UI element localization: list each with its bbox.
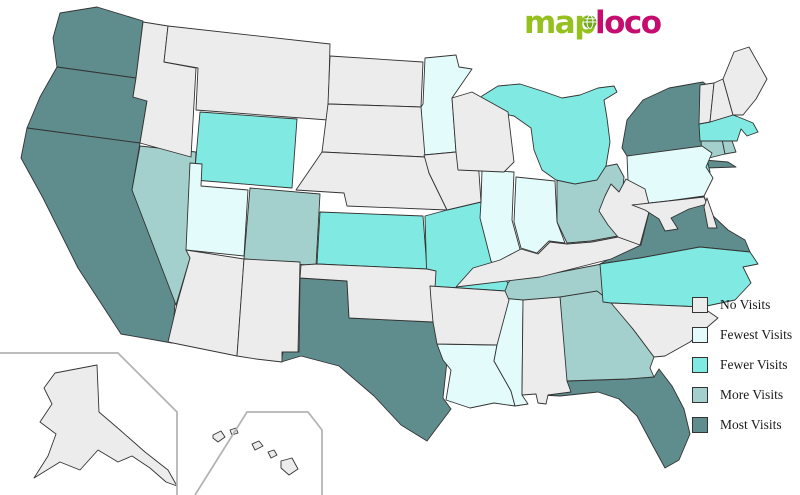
logo-text-map: ma [524,5,576,41]
state-montana[interactable]: Montana [163,25,331,121]
state-south-dakota[interactable]: South Dakota [321,103,426,158]
legend-label-most-visits: Most Visits [720,417,782,432]
legend-swatch-most-visits [692,417,708,433]
legend-label-fewest-visits: Fewest Visits [720,327,793,342]
state-delaware[interactable]: Delaware [703,197,718,229]
state-north-dakota[interactable]: North Dakota [327,55,424,108]
hawaii-inset-border [194,411,323,495]
state-new-mexico[interactable]: New Mexico [236,258,301,363]
state-maryland[interactable]: Maryland [631,196,708,232]
legend-row-no-visits: No Visits [692,290,792,320]
globe-icon [583,15,597,29]
legend-label-no-visits: No Visits [720,297,771,312]
legend-swatch-fewer-visits [692,357,708,373]
legend-label-fewer-visits: Fewer Visits [720,357,788,372]
state-washington[interactable]: Washington [52,6,144,79]
state-michigan[interactable]: Michigan [475,83,618,185]
state-kansas[interactable]: Kansas [316,211,428,270]
alaska-inset-border [0,352,178,495]
legend-row-fewer-visits: Fewer Visits [692,350,792,380]
legend-swatch-fewest-visits [692,327,708,343]
state-hawaii[interactable]: Hawaii [212,427,299,476]
states-group: WashingtonOregonCaliforniaTexasFloridaNe… [20,6,768,487]
legend-label-more-visits: More Visits [720,387,784,402]
state-alabama[interactable]: Alabama [521,296,572,405]
state-kentucky[interactable]: Kentucky [455,236,642,288]
legend-swatch-no-visits [692,297,708,313]
legend-row-most-visits: Most Visits [692,410,792,440]
state-alaska[interactable]: Alaska [33,364,178,487]
legend-row-more-visits: More Visits [692,380,792,410]
state-wisconsin[interactable]: Wisconsin [451,91,515,173]
state-wyoming[interactable]: Wyoming [193,111,298,189]
logo-letter-p: p [574,4,597,42]
map-legend: No Visits Fewest Visits Fewer Visits Mor… [692,290,792,440]
state-maine[interactable]: Maine [722,46,768,116]
maploco-logo[interactable]: map loco [524,4,662,42]
state-arkansas[interactable]: Arkansas [429,285,510,346]
state-indiana[interactable]: Indiana [513,176,566,254]
state-oklahoma[interactable]: Oklahoma [299,263,437,323]
legend-swatch-more-visits [692,387,708,403]
logo-text-loco: loco [594,5,662,41]
legend-row-fewest-visits: Fewest Visits [692,320,792,350]
state-west-virginia[interactable]: West Virginia [598,178,651,246]
state-colorado[interactable]: Colorado [243,187,321,267]
state-north-carolina[interactable]: North Carolina [599,246,759,308]
